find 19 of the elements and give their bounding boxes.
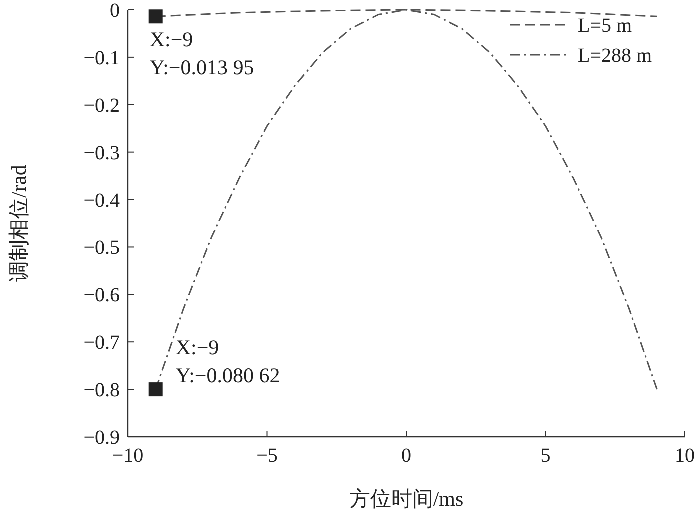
y-tick-label: −0.6 [84, 284, 120, 307]
y-tick-label: −0.3 [84, 142, 120, 164]
y-tick-label: −0.5 [84, 237, 120, 260]
x-tick-label: 0 [402, 445, 412, 467]
y-tick-label: 0 [110, 0, 120, 22]
x-axis-title: 方位时间/ms [349, 487, 464, 511]
legend-label: L=288 m [578, 45, 652, 67]
y-tick-label: −0.8 [84, 380, 120, 402]
x-tick-label: 5 [540, 445, 551, 467]
y-tick-label: −0.2 [84, 94, 120, 117]
legend-label: L=5 m [578, 15, 632, 37]
y-tick-label: −0.7 [84, 332, 120, 354]
annotation: X:−9 Y:−0.013 95 [150, 28, 254, 80]
y-axis-title: 调制相位/rad [7, 164, 31, 282]
annotation: X:−9 Y:−0.080 62 [176, 336, 280, 388]
y-tick-label: −0.1 [84, 47, 120, 70]
x-tick-label: −5 [256, 445, 278, 467]
y-tick-label: −0.4 [84, 190, 120, 212]
x-tick-label: 10 [675, 445, 695, 467]
